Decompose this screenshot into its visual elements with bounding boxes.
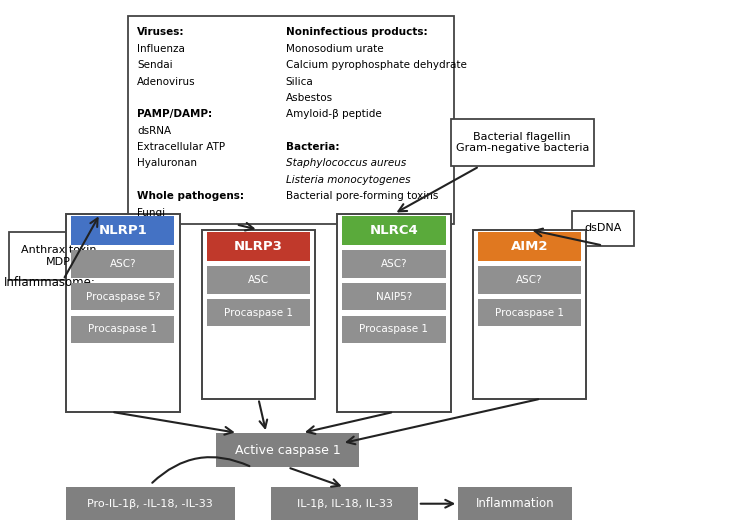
FancyBboxPatch shape xyxy=(451,119,594,166)
Text: Viruses:: Viruses: xyxy=(137,27,185,37)
Text: Calcium pyrophosphate dehydrate: Calcium pyrophosphate dehydrate xyxy=(286,60,466,70)
Text: Fungi: Fungi xyxy=(137,208,165,218)
FancyBboxPatch shape xyxy=(216,433,359,467)
FancyBboxPatch shape xyxy=(66,214,180,412)
Text: Pro-IL-1β, -IL-18, -IL-33: Pro-IL-1β, -IL-18, -IL-33 xyxy=(87,499,213,508)
Text: ASC?: ASC? xyxy=(109,259,136,269)
Text: dsRNA: dsRNA xyxy=(137,126,172,136)
Text: Hyaluronan: Hyaluronan xyxy=(137,158,197,168)
FancyBboxPatch shape xyxy=(342,250,446,278)
FancyBboxPatch shape xyxy=(271,487,418,520)
Text: Inflammation: Inflammation xyxy=(476,497,554,510)
Text: Bacteria:: Bacteria: xyxy=(286,142,339,152)
FancyBboxPatch shape xyxy=(342,283,446,310)
Text: Procaspase 1: Procaspase 1 xyxy=(495,308,564,317)
Text: Listeria monocytogenes: Listeria monocytogenes xyxy=(286,175,410,185)
Text: NLRC4: NLRC4 xyxy=(369,224,419,237)
Text: ASC?: ASC? xyxy=(516,275,543,285)
Text: Influenza: Influenza xyxy=(137,44,185,54)
Text: AIM2: AIM2 xyxy=(511,240,548,253)
Text: Adenovirus: Adenovirus xyxy=(137,77,196,87)
Text: Amyloid-β peptide: Amyloid-β peptide xyxy=(286,109,381,119)
FancyBboxPatch shape xyxy=(572,211,634,246)
FancyBboxPatch shape xyxy=(458,487,572,520)
Text: NLRP3: NLRP3 xyxy=(234,240,283,253)
Text: Sendai: Sendai xyxy=(137,60,173,70)
Text: Procaspase 1: Procaspase 1 xyxy=(224,308,293,317)
FancyBboxPatch shape xyxy=(337,214,451,412)
FancyBboxPatch shape xyxy=(71,316,174,343)
Text: Procaspase 1: Procaspase 1 xyxy=(359,325,429,334)
FancyBboxPatch shape xyxy=(342,216,446,245)
FancyBboxPatch shape xyxy=(71,283,174,310)
Text: Extracellular ATP: Extracellular ATP xyxy=(137,142,225,152)
Text: Noninfectious products:: Noninfectious products: xyxy=(286,27,427,37)
Text: Procaspase 1: Procaspase 1 xyxy=(88,325,158,334)
FancyBboxPatch shape xyxy=(202,230,315,399)
Text: Silica: Silica xyxy=(286,77,314,87)
FancyBboxPatch shape xyxy=(128,16,454,224)
FancyBboxPatch shape xyxy=(342,316,446,343)
FancyBboxPatch shape xyxy=(478,232,581,261)
FancyBboxPatch shape xyxy=(473,230,586,399)
Text: Procaspase 5?: Procaspase 5? xyxy=(86,292,160,301)
Text: Bacterial flagellin
Gram-negative bacteria: Bacterial flagellin Gram-negative bacter… xyxy=(456,132,589,153)
Text: Active caspase 1: Active caspase 1 xyxy=(235,444,341,457)
FancyBboxPatch shape xyxy=(207,266,310,294)
Text: PAMP/DAMP:: PAMP/DAMP: xyxy=(137,109,212,119)
FancyBboxPatch shape xyxy=(478,266,581,294)
FancyBboxPatch shape xyxy=(71,216,174,245)
Text: Whole pathogens:: Whole pathogens: xyxy=(137,191,244,201)
FancyBboxPatch shape xyxy=(207,299,310,326)
Text: ASC?: ASC? xyxy=(380,259,408,269)
Text: IL-1β, IL-18, IL-33: IL-1β, IL-18, IL-33 xyxy=(297,499,392,508)
FancyBboxPatch shape xyxy=(207,232,310,261)
Text: NLRP1: NLRP1 xyxy=(98,224,147,237)
Text: Bacterial pore-forming toxins: Bacterial pore-forming toxins xyxy=(286,191,438,201)
Text: dsDNA: dsDNA xyxy=(584,223,622,233)
Text: Anthrax toxin
MDP: Anthrax toxin MDP xyxy=(21,246,96,267)
Text: NAIP5?: NAIP5? xyxy=(376,292,412,301)
FancyBboxPatch shape xyxy=(71,250,174,278)
Text: ASC: ASC xyxy=(248,275,269,285)
FancyBboxPatch shape xyxy=(9,232,108,280)
Text: Staphylococcus aureus: Staphylococcus aureus xyxy=(286,158,406,168)
Text: Monosodium urate: Monosodium urate xyxy=(286,44,383,54)
FancyBboxPatch shape xyxy=(66,487,235,520)
Text: Inflammasome:: Inflammasome: xyxy=(4,276,95,289)
FancyBboxPatch shape xyxy=(478,299,581,326)
Text: Asbestos: Asbestos xyxy=(286,93,333,103)
